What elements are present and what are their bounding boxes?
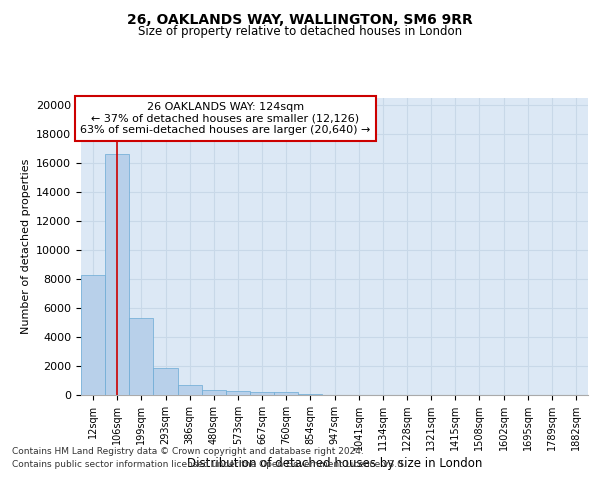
Bar bbox=[81, 276, 105, 395]
Bar bbox=[250, 392, 274, 395]
Bar bbox=[274, 392, 298, 395]
Bar bbox=[226, 391, 250, 395]
Bar bbox=[154, 368, 178, 395]
Text: Contains public sector information licensed under the Open Government Licence v3: Contains public sector information licen… bbox=[12, 460, 406, 469]
X-axis label: Distribution of detached houses by size in London: Distribution of detached houses by size … bbox=[187, 457, 482, 470]
Bar bbox=[298, 394, 322, 395]
Bar bbox=[202, 390, 226, 395]
Text: 26, OAKLANDS WAY, WALLINGTON, SM6 9RR: 26, OAKLANDS WAY, WALLINGTON, SM6 9RR bbox=[127, 12, 473, 26]
Text: Contains HM Land Registry data © Crown copyright and database right 2024.: Contains HM Land Registry data © Crown c… bbox=[12, 448, 364, 456]
Bar bbox=[178, 385, 202, 395]
Text: Size of property relative to detached houses in London: Size of property relative to detached ho… bbox=[138, 25, 462, 38]
Bar bbox=[105, 154, 129, 395]
Bar bbox=[129, 318, 154, 395]
Text: 26 OAKLANDS WAY: 124sqm
← 37% of detached houses are smaller (12,126)
63% of sem: 26 OAKLANDS WAY: 124sqm ← 37% of detache… bbox=[80, 102, 371, 135]
Y-axis label: Number of detached properties: Number of detached properties bbox=[20, 158, 31, 334]
